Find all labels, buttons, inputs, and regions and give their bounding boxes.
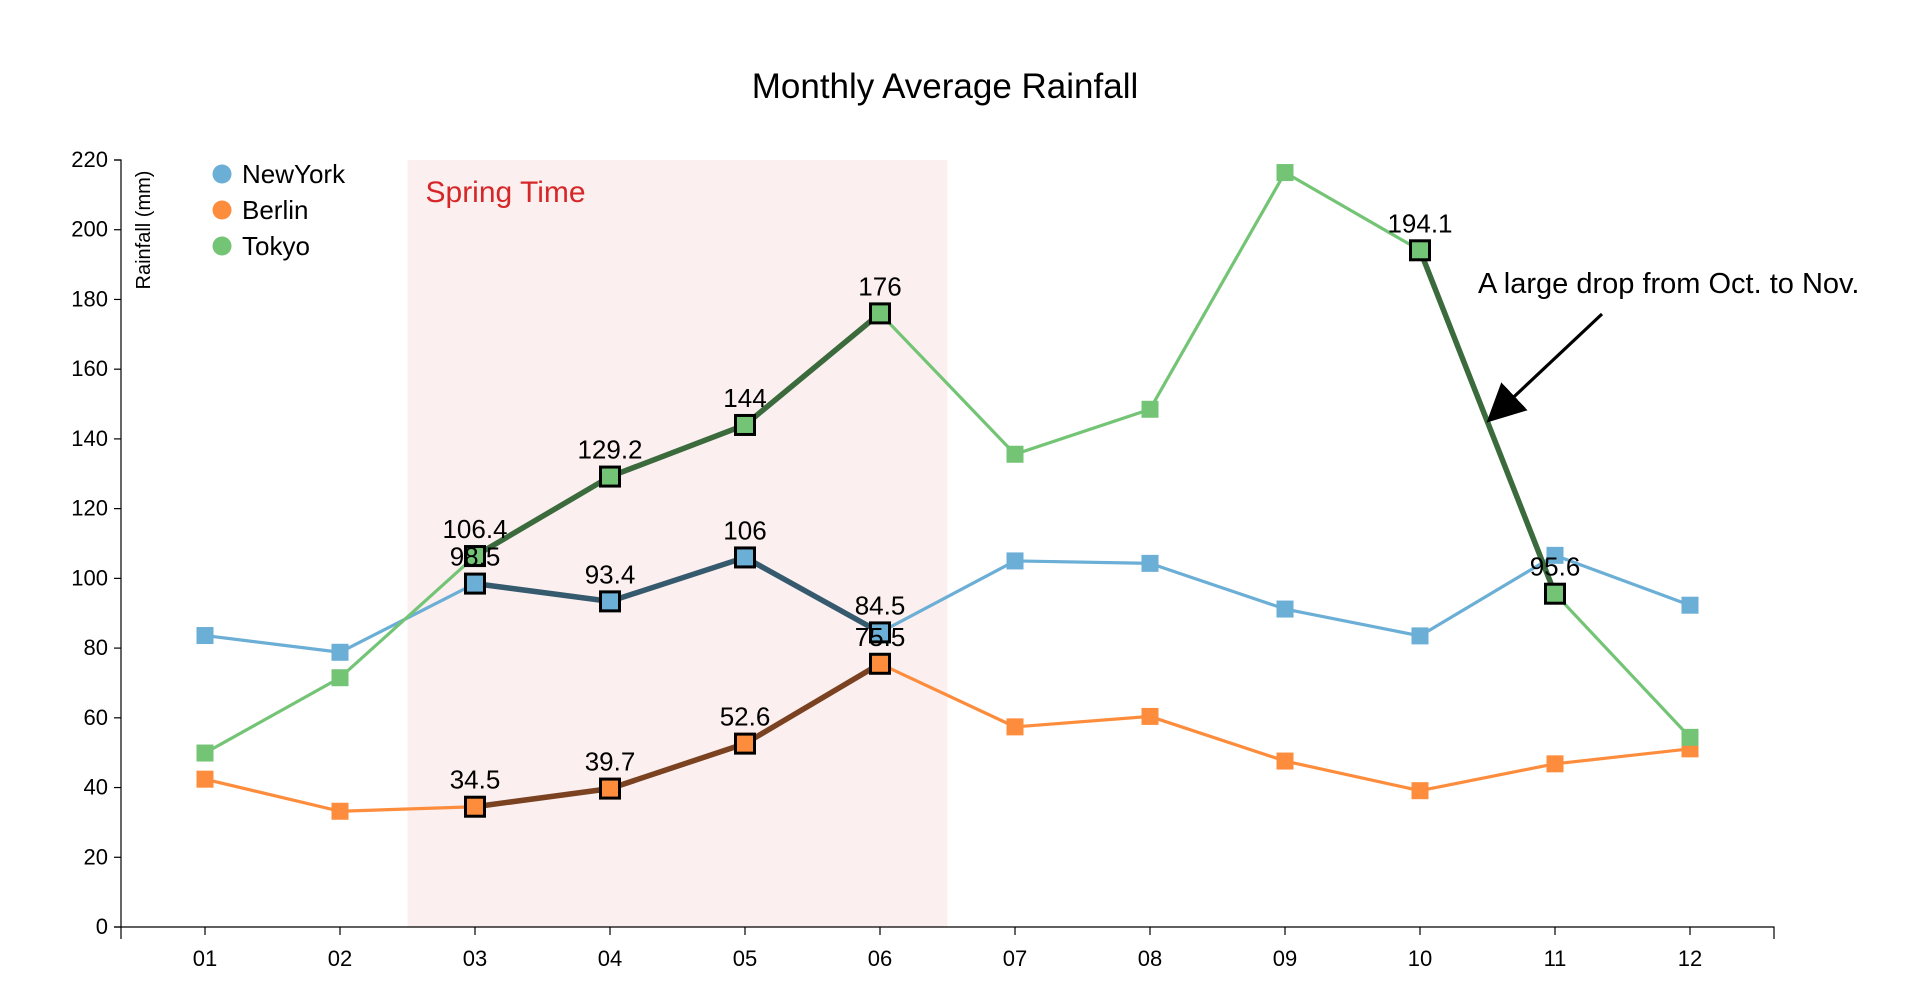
y-tick-label-120: 120	[71, 496, 108, 521]
data-point-berlin-11	[1546, 755, 1564, 773]
series-line-newyork	[204, 553, 1691, 654]
y-tick-label-60: 60	[84, 705, 108, 730]
y-tick-label-220: 220	[71, 147, 108, 172]
annotation-arrow	[1486, 312, 1604, 423]
data-point-newyork-05	[734, 546, 756, 569]
x-tick-label-12: 12	[1678, 946, 1702, 971]
chart-title: Monthly Average Rainfall	[752, 67, 1139, 106]
data-point-newyork-11	[1546, 546, 1564, 564]
data-point-berlin-09	[1276, 752, 1294, 770]
y-tick-label-180: 180	[71, 286, 108, 311]
data-point-tokyo-02	[331, 669, 349, 687]
legend-marker-newyork	[212, 164, 232, 184]
data-point-newyork-12	[1681, 596, 1699, 614]
data-point-newyork-08	[1141, 554, 1159, 572]
data-label-newyork-03: 98.5	[450, 542, 501, 572]
x-tick-label-04: 04	[598, 946, 622, 971]
data-label-berlin-03: 34.5	[450, 765, 501, 795]
data-point-tokyo-03	[464, 545, 486, 568]
x-tick-label-05: 05	[733, 946, 757, 971]
data-label-newyork-05: 106	[723, 515, 766, 545]
data-point-newyork-07	[1006, 552, 1024, 570]
data-label-tokyo-06: 176	[858, 271, 901, 301]
data-point-tokyo-11	[1544, 582, 1566, 605]
data-label-tokyo-05: 144	[723, 383, 766, 413]
legend-marker-tokyo	[212, 236, 232, 256]
y-axis-line	[114, 159, 122, 928]
data-point-newyork-01	[196, 627, 214, 645]
y-tick-label-100: 100	[71, 565, 108, 590]
series-line-berlin	[204, 662, 1691, 813]
series-highlight-line-tokyo-0	[473, 311, 882, 559]
y-tick-label-140: 140	[71, 426, 108, 451]
data-point-newyork-02	[331, 643, 349, 661]
y-tick-label-0: 0	[96, 914, 108, 939]
data-label-newyork-04: 93.4	[585, 559, 636, 589]
data-label-tokyo-04: 129.2	[577, 435, 642, 465]
data-point-newyork-09	[1276, 600, 1294, 618]
data-label-tokyo-03: 106.4	[442, 514, 507, 544]
highlight-region-label: Spring Time	[426, 176, 586, 209]
x-tick-label-07: 07	[1003, 946, 1027, 971]
x-tick-label-08: 08	[1138, 946, 1162, 971]
data-point-newyork-03	[464, 572, 486, 595]
data-point-tokyo-08	[1141, 400, 1159, 418]
x-tick-label-02: 02	[328, 946, 352, 971]
data-point-tokyo-09	[1276, 164, 1294, 182]
annotation-text: A large drop from Oct. to Nov.	[1478, 268, 1859, 300]
legend-label-tokyo: Tokyo	[242, 231, 310, 261]
y-tick-label-20: 20	[84, 844, 108, 869]
data-point-tokyo-06	[869, 302, 891, 325]
x-tick-label-09: 09	[1273, 946, 1297, 971]
y-tick-label-160: 160	[71, 356, 108, 381]
data-label-berlin-04: 39.7	[585, 747, 636, 777]
data-point-newyork-04	[599, 590, 621, 613]
data-label-tokyo-10: 194.1	[1387, 208, 1452, 238]
y-tick-label-200: 200	[71, 217, 108, 242]
data-point-tokyo-12	[1681, 728, 1699, 746]
data-point-tokyo-04	[599, 465, 621, 488]
y-tick-label-40: 40	[84, 775, 108, 800]
x-tick-label-11: 11	[1544, 946, 1567, 971]
data-label-berlin-06: 75.5	[855, 622, 906, 652]
y-axis-label: Rainfall (mm)	[133, 171, 155, 290]
data-label-tokyo-11: 95.6	[1530, 552, 1581, 582]
data-point-berlin-07	[1006, 718, 1024, 736]
data-point-newyork-06	[869, 621, 891, 644]
data-point-berlin-01	[196, 770, 214, 788]
data-label-newyork-06: 84.5	[855, 590, 906, 620]
data-point-tokyo-01	[196, 744, 214, 762]
data-point-newyork-10	[1411, 627, 1429, 645]
data-point-berlin-04	[599, 777, 621, 800]
x-tick-label-01: 01	[193, 946, 217, 971]
series-highlight-line-tokyo-1	[1417, 249, 1558, 595]
legend-marker-berlin	[212, 200, 232, 220]
data-point-berlin-05	[734, 732, 756, 755]
legend-label-berlin: Berlin	[242, 195, 308, 225]
x-tick-label-06: 06	[868, 946, 892, 971]
data-label-berlin-05: 52.6	[720, 702, 771, 732]
data-point-tokyo-05	[734, 413, 756, 436]
data-point-tokyo-07	[1006, 445, 1024, 463]
legend-label-newyork: NewYork	[242, 159, 346, 189]
x-tick-label-10: 10	[1408, 946, 1432, 971]
data-point-tokyo-10	[1409, 239, 1431, 262]
y-tick-label-80: 80	[84, 635, 108, 660]
series-highlight-line-berlin-0	[474, 661, 882, 810]
series-highlight-line-newyork-0	[474, 554, 882, 635]
data-point-berlin-06	[869, 652, 891, 675]
data-point-berlin-08	[1141, 707, 1159, 725]
data-point-berlin-03	[464, 795, 486, 818]
data-point-berlin-02	[331, 802, 349, 820]
x-tick-label-03: 03	[463, 946, 487, 971]
data-point-berlin-10	[1411, 782, 1429, 800]
x-axis-line	[120, 926, 1775, 939]
